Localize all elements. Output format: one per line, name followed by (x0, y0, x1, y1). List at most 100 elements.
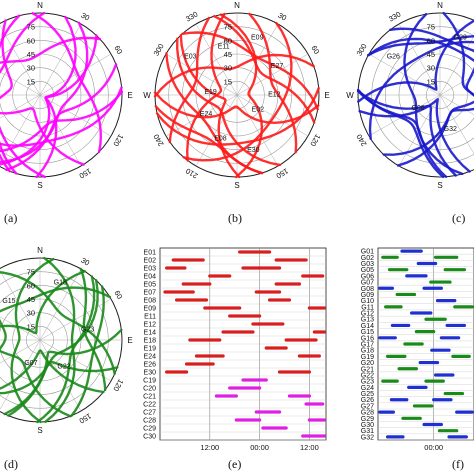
azimuth-label: 120 (308, 133, 322, 148)
row-label: G17 (361, 342, 374, 349)
row-label: E04 (144, 274, 157, 281)
azimuth-label: 210 (184, 166, 199, 180)
row-label: G23 (361, 379, 374, 386)
time-tick-label: 12:00 (200, 443, 219, 452)
azimuth-spoke (39, 339, 112, 382)
caption-d: (d) (4, 457, 18, 471)
elevation-label: 45 (427, 50, 435, 59)
satellite-track (153, 53, 315, 98)
satellite-track (0, 318, 7, 351)
row-label: E02 (144, 258, 157, 265)
skyplot-b (153, 12, 320, 179)
elevation-label: 75 (224, 23, 232, 32)
azimuth-spoke (195, 23, 238, 96)
row-label: C29 (143, 426, 156, 433)
row-label: G08 (361, 286, 374, 293)
azimuth-spoke (236, 94, 309, 137)
azimuth-label: 150 (78, 166, 93, 180)
compass-label-s: S (37, 426, 42, 435)
satellite-track (35, 34, 98, 179)
prn-label: G07 (24, 360, 37, 367)
prn-label: E08 (214, 135, 227, 142)
row-label: C20 (143, 386, 156, 393)
prn-label: G23 (81, 327, 94, 334)
prn-label: E12 (268, 91, 281, 98)
row-label: G19 (361, 354, 374, 361)
satellite-track (10, 257, 55, 424)
row-label: G09 (361, 292, 374, 299)
satellite-track (212, 15, 316, 124)
row-label: G14 (361, 323, 374, 330)
azimuth-label: 30 (79, 11, 91, 23)
prn-label: G26 (387, 54, 400, 61)
satellite-track (356, 89, 457, 177)
satellite-track (31, 12, 103, 154)
satellite-track (0, 349, 105, 394)
row-label: G06 (361, 273, 374, 280)
row-label: E30 (144, 370, 157, 377)
satellite-track (0, 279, 99, 395)
row-label: E03 (144, 266, 157, 273)
elevation-label: 60 (27, 36, 35, 45)
row-label: C28 (143, 418, 156, 425)
satellite-track (0, 90, 124, 153)
prn-label: E19 (204, 89, 217, 96)
timeline-e (159, 247, 327, 441)
compass-label-w: W (346, 91, 354, 100)
azimuth-spoke (398, 23, 441, 96)
elevation-label: 60 (224, 36, 232, 45)
row-label: C21 (143, 394, 156, 401)
prn-label: E24 (200, 111, 213, 118)
prn-label: E02 (252, 106, 265, 113)
satellite-track (153, 91, 320, 125)
caption-a: (a) (4, 211, 17, 225)
satellite-track (185, 12, 226, 162)
azimuth-spoke (195, 94, 238, 167)
azimuth-label: 300 (355, 42, 369, 57)
azimuth-label: 240 (355, 133, 369, 148)
row-label: E07 (144, 290, 157, 297)
azimuth-spoke (39, 268, 82, 341)
row-label: E09 (144, 306, 157, 313)
azimuth-spoke (236, 53, 309, 96)
azimuth-spoke (0, 316, 41, 341)
satellite-track (0, 349, 72, 418)
prn-label: E03 (184, 54, 197, 61)
row-label: G27 (361, 403, 374, 410)
row-label: E11 (144, 314, 156, 321)
satellite-track (168, 16, 211, 144)
prn-label: G18 (54, 279, 67, 286)
satellite-track (155, 86, 320, 146)
satellite-track (0, 125, 47, 179)
row-label: G31 (361, 428, 374, 435)
azimuth-spoke (236, 94, 279, 167)
compass-label-e: E (324, 91, 329, 100)
azimuth-label: 30 (79, 256, 91, 268)
azimuth-label: 60 (112, 289, 124, 301)
row-label: G13 (361, 317, 374, 324)
satellite-track (465, 66, 474, 97)
row-label: G01 (361, 249, 374, 256)
row-label: E05 (144, 282, 157, 289)
elevation-label: 15 (27, 322, 35, 331)
azimuth-spoke (0, 71, 41, 96)
prn-label: E11 (218, 44, 230, 51)
row-label: G05 (361, 267, 374, 274)
row-label: E18 (144, 338, 157, 345)
azimuth-spoke (39, 94, 112, 137)
time-tick-label: 00:00 (424, 443, 443, 452)
elevation-label: 45 (27, 50, 35, 59)
row-label: G12 (361, 311, 374, 318)
row-label: G16 (361, 335, 374, 342)
satellite-track (165, 52, 264, 175)
satellite-track (0, 19, 13, 100)
satellite-track (0, 36, 102, 64)
row-label: E24 (144, 354, 157, 361)
elevation-label: 30 (427, 64, 435, 73)
prn-label: G29 (454, 34, 467, 41)
azimuth-label: 60 (309, 44, 321, 56)
time-tick-label: 00:00 (250, 443, 269, 452)
elevation-label: 75 (27, 23, 35, 32)
compass-label-w: W (143, 91, 151, 100)
